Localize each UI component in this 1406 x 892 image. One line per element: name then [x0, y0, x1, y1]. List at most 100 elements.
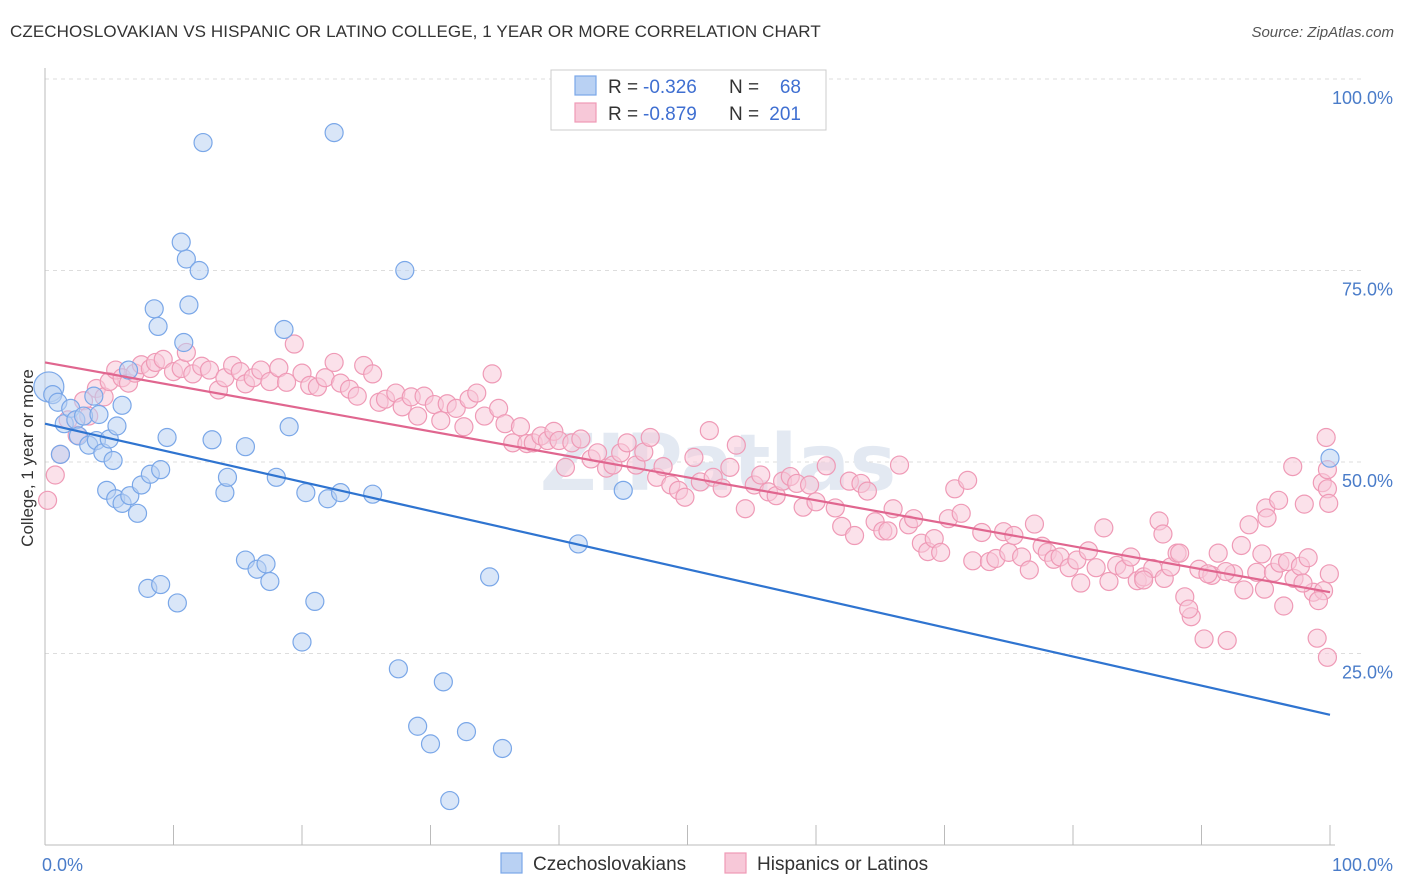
- y-tick-label: 100.0%: [1332, 88, 1393, 108]
- data-point: [699, 420, 719, 441]
- axes: [44, 68, 1335, 846]
- data-point: [284, 334, 304, 354]
- data-point: [107, 416, 127, 436]
- legend-r-label: R =: [608, 104, 638, 125]
- data-point: [1307, 628, 1327, 648]
- data-point: [189, 260, 209, 281]
- data-point: [844, 525, 865, 546]
- data-point: [347, 386, 367, 406]
- data-point: [857, 481, 878, 501]
- data-point: [1217, 630, 1237, 651]
- data-point: [1170, 543, 1190, 563]
- data-point: [144, 299, 164, 319]
- legend-n-label: N =: [729, 77, 759, 98]
- data-point: [256, 554, 276, 574]
- legend: R = -0.326 N = 68 R = -0.879 N = 201: [550, 69, 827, 131]
- data-point: [388, 659, 408, 679]
- data-point: [972, 522, 992, 543]
- data-point: [495, 414, 515, 434]
- y-axis-label: College, 1 year or more: [18, 369, 37, 547]
- data-point: [167, 593, 187, 613]
- data-point: [112, 395, 132, 415]
- series-legend-swatch: [724, 852, 747, 874]
- data-point: [276, 372, 297, 392]
- data-point: [1316, 427, 1336, 448]
- data-point: [1198, 564, 1218, 584]
- data-point: [1086, 558, 1106, 578]
- data-point: [1294, 494, 1314, 514]
- data-point: [1094, 518, 1114, 538]
- data-point: [1179, 599, 1199, 619]
- data-point: [217, 467, 238, 487]
- legend-swatch: [574, 75, 597, 96]
- data-point: [963, 551, 983, 571]
- data-point: [1099, 571, 1119, 592]
- data-point: [1298, 548, 1318, 568]
- data-point: [296, 483, 316, 503]
- data-point: [408, 716, 428, 736]
- data-point: [174, 332, 194, 353]
- data-point: [931, 542, 951, 562]
- data-point: [456, 722, 477, 742]
- data-point: [89, 404, 109, 425]
- data-point: [1320, 448, 1340, 468]
- data-point: [1257, 508, 1277, 528]
- data-point: [171, 232, 191, 252]
- data-point: [1317, 647, 1338, 667]
- series-legend-swatch: [500, 852, 523, 874]
- data-point: [103, 450, 123, 471]
- data-point: [118, 360, 139, 380]
- data-point: [951, 503, 971, 523]
- data-point: [433, 672, 453, 692]
- trend-line: [44, 361, 1331, 594]
- series-legend: Czechoslovakians Hispanics or Latinos: [500, 852, 928, 875]
- data-point: [492, 738, 513, 759]
- data-point: [571, 429, 591, 449]
- data-point: [735, 499, 755, 519]
- data-point: [127, 503, 148, 523]
- source-credit: Source: ZipAtlas.com: [1251, 24, 1394, 41]
- data-point: [1319, 493, 1339, 513]
- data-point: [1252, 544, 1272, 564]
- data-point: [1308, 591, 1329, 611]
- data-point: [193, 132, 213, 153]
- data-point: [45, 465, 65, 485]
- data-point: [305, 591, 325, 612]
- data-point: [1208, 543, 1228, 563]
- data-point: [1231, 535, 1251, 556]
- data-point: [84, 386, 104, 406]
- data-point: [324, 352, 344, 373]
- legend-n-value: 201: [769, 104, 801, 125]
- y-tick-labels: 25.0% 50.0% 75.0% 100.0%: [1332, 88, 1393, 683]
- legend-r-value: -0.879: [643, 104, 697, 125]
- y-tick-label: 25.0%: [1342, 663, 1393, 683]
- data-point: [958, 470, 978, 490]
- data-point: [640, 427, 660, 448]
- data-point: [274, 319, 294, 340]
- data-point: [555, 457, 576, 477]
- data-point: [395, 260, 415, 281]
- y-tick-label: 50.0%: [1342, 471, 1393, 491]
- data-point: [720, 457, 740, 477]
- legend-swatch: [574, 102, 597, 123]
- data-point: [751, 465, 771, 485]
- data-points: [33, 123, 1340, 811]
- data-point: [1319, 564, 1339, 584]
- data-point: [431, 411, 451, 431]
- series-legend-label: Hispanics or Latinos: [757, 854, 928, 875]
- data-point: [480, 567, 500, 587]
- data-point: [151, 460, 171, 480]
- data-point: [292, 632, 312, 652]
- trend-lines: [44, 361, 1331, 716]
- x-tick-label: 100.0%: [1332, 855, 1393, 875]
- data-point: [235, 437, 256, 457]
- data-point: [151, 574, 171, 595]
- data-point: [1194, 629, 1214, 649]
- data-point: [260, 571, 280, 592]
- data-point: [454, 417, 474, 437]
- data-point: [202, 430, 222, 450]
- data-point: [1239, 515, 1259, 535]
- data-point: [1071, 573, 1091, 593]
- data-point: [1268, 490, 1289, 510]
- data-point: [324, 123, 344, 143]
